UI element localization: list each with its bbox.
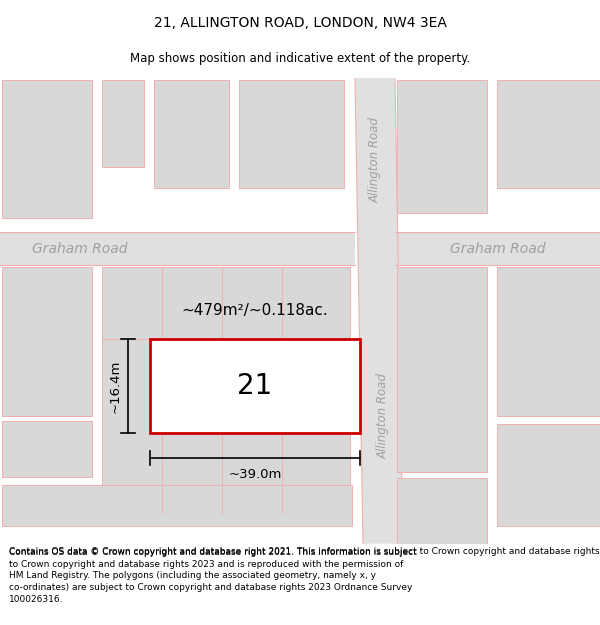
Text: ~39.0m: ~39.0m <box>229 468 281 481</box>
Bar <box>0 232 355 266</box>
Bar <box>102 80 144 167</box>
Bar <box>150 339 360 433</box>
Bar <box>239 80 344 188</box>
Bar <box>497 424 600 526</box>
Bar <box>497 268 600 416</box>
Bar <box>397 268 487 472</box>
Text: 21: 21 <box>238 372 272 400</box>
Polygon shape <box>355 78 403 544</box>
Bar <box>2 421 92 478</box>
Bar <box>397 478 487 571</box>
Bar <box>395 232 600 266</box>
Bar <box>497 80 600 188</box>
Text: 21, ALLINGTON ROAD, LONDON, NW4 3EA: 21, ALLINGTON ROAD, LONDON, NW4 3EA <box>154 16 446 31</box>
Bar <box>2 80 92 218</box>
Bar <box>397 80 487 213</box>
Text: Map shows position and indicative extent of the property.: Map shows position and indicative extent… <box>130 52 470 65</box>
Bar <box>102 268 350 513</box>
Text: Contains OS data © Crown copyright and database right 2021. This information is : Contains OS data © Crown copyright and d… <box>9 547 600 556</box>
Text: ~16.4m: ~16.4m <box>109 359 121 413</box>
Bar <box>2 268 92 416</box>
Bar <box>154 80 229 188</box>
Text: Graham Road: Graham Road <box>32 241 128 256</box>
Text: ~479m²/~0.118ac.: ~479m²/~0.118ac. <box>182 303 328 318</box>
Text: Allington Road: Allington Road <box>377 373 389 459</box>
Text: Contains OS data © Crown copyright and database right 2021. This information is : Contains OS data © Crown copyright and d… <box>9 548 417 604</box>
Bar <box>2 486 352 526</box>
Text: Graham Road: Graham Road <box>450 241 545 256</box>
Text: Allington Road: Allington Road <box>368 117 382 203</box>
